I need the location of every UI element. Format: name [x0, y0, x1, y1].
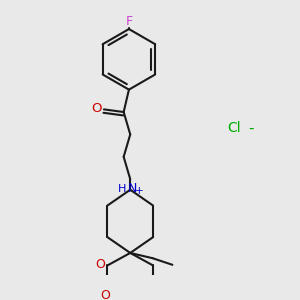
Text: O: O	[95, 258, 105, 271]
Text: -: -	[249, 120, 254, 135]
Text: H: H	[118, 184, 126, 194]
Text: Cl: Cl	[227, 121, 241, 135]
Text: O: O	[91, 102, 102, 115]
Text: N: N	[128, 182, 138, 195]
Text: F: F	[125, 15, 133, 28]
Text: O: O	[100, 289, 110, 300]
Text: +: +	[135, 186, 143, 196]
